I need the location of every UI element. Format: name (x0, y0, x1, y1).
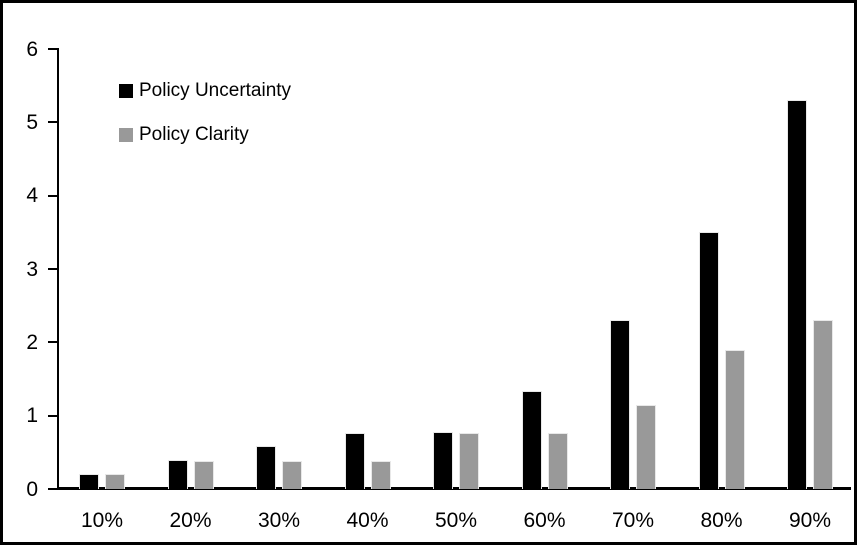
bar-policy-uncertainty-40% (344, 433, 365, 489)
legend-item-policy-uncertainty: Policy Uncertainty (119, 80, 292, 101)
x-axis-label: 30% (257, 509, 301, 532)
bar-policy-clarity-80% (724, 349, 745, 489)
bar-policy-clarity-70% (636, 404, 656, 489)
legend-swatch-policy-clarity (119, 128, 133, 142)
y-axis-tick (48, 48, 57, 50)
x-axis-label: 90% (788, 509, 832, 532)
y-axis-tick-label: 3 (26, 257, 38, 281)
bar-policy-uncertainty-80% (698, 232, 719, 489)
y-axis-tick-label: 0 (26, 477, 38, 501)
y-axis-tick (48, 414, 57, 417)
y-axis-tick-label: 1 (26, 404, 38, 428)
bar-policy-clarity-50% (459, 432, 479, 489)
bar-policy-clarity-10% (105, 474, 125, 489)
bar-policy-uncertainty-90% (787, 100, 807, 489)
x-axis-label: 60% (523, 509, 566, 532)
y-axis-tick-label: 2 (26, 330, 38, 354)
bar-policy-uncertainty-30% (256, 446, 276, 489)
y-axis-tick (48, 121, 57, 124)
legend-label-policy-clarity: Policy Clarity (139, 124, 249, 145)
bar-policy-clarity-30% (282, 461, 302, 489)
legend-item-policy-clarity: Policy Clarity (119, 124, 291, 145)
legend-label-policy-uncertainty: Policy Uncertainty (139, 80, 292, 101)
x-axis-label: 10% (80, 509, 124, 532)
x-axis-line (57, 487, 851, 490)
x-axis-label: 50% (434, 509, 478, 532)
x-axis-label: 40% (346, 509, 389, 532)
y-axis-tick-label: 4 (26, 184, 38, 208)
y-axis-line (57, 48, 59, 490)
legend-swatch-policy-uncertainty (119, 84, 133, 98)
x-axis-label: 80% (700, 509, 743, 532)
x-axis-label: 70% (611, 509, 655, 532)
y-axis-tick (48, 341, 57, 344)
y-axis-tick (48, 268, 57, 270)
bar-policy-uncertainty-60% (521, 391, 542, 489)
y-axis-tick-label: 6 (26, 37, 38, 61)
bar-policy-uncertainty-50% (433, 431, 453, 489)
bar-policy-clarity-20% (193, 461, 214, 489)
bar-policy-clarity-40% (370, 461, 391, 489)
y-axis-tick-label: 5 (26, 110, 38, 134)
y-axis-tick (48, 194, 57, 197)
bar-policy-uncertainty-20% (167, 459, 188, 489)
x-axis-label: 20% (169, 509, 212, 532)
bar-policy-clarity-90% (813, 320, 833, 489)
y-axis-tick (48, 488, 57, 490)
bar-policy-uncertainty-70% (610, 320, 630, 489)
bar-policy-clarity-60% (547, 432, 568, 489)
bar-policy-uncertainty-10% (79, 474, 99, 489)
legend: Policy Uncertainty Policy Clarity (119, 80, 292, 169)
